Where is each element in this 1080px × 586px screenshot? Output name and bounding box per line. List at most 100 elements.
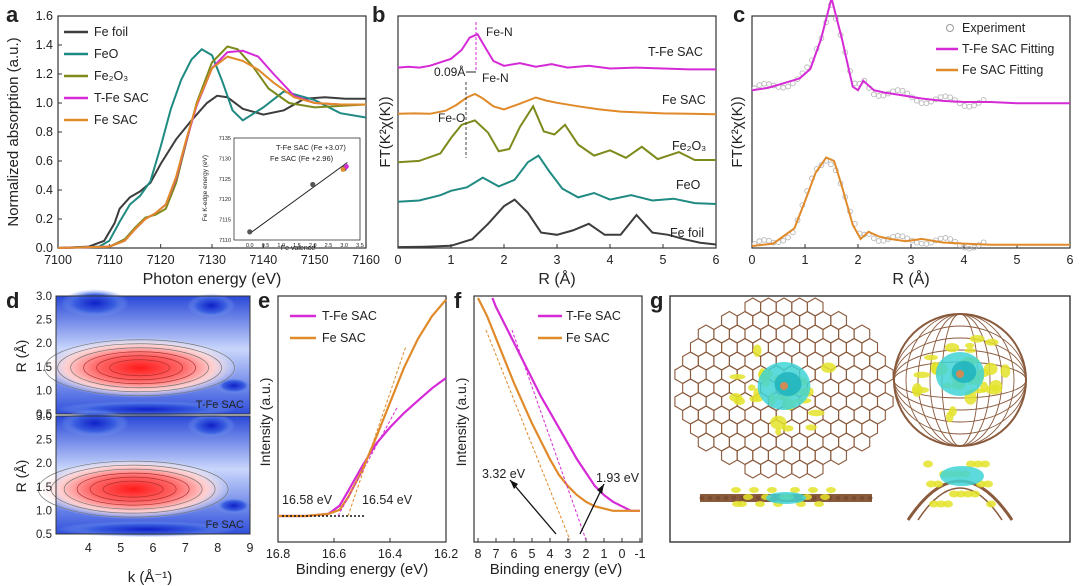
e-xtick-label: 16.6 <box>322 547 346 561</box>
b-xtick-label: 0 <box>395 253 402 267</box>
tangent-f-fesac <box>485 329 571 541</box>
c-experiment-point <box>947 94 954 101</box>
panel-d-ylabel-bottom: R (Å) <box>13 460 29 493</box>
carbon-ring <box>744 459 762 479</box>
label-fe2o3: Fe₂O₃ <box>672 139 706 153</box>
carbon-atom <box>707 495 713 501</box>
f-xtick-label: -1 <box>634 547 645 561</box>
charge-accumulation <box>775 427 782 436</box>
e-legend-label: T-Fe SAC <box>322 309 377 323</box>
inset-point <box>310 181 316 188</box>
annot-fe-n-fesac: Fe-N <box>482 71 509 85</box>
charge-accumulation <box>980 381 989 393</box>
c-experiment-point <box>971 102 977 109</box>
wavelet-contour <box>96 355 183 381</box>
carbon-atom <box>867 495 873 501</box>
charge-accumulation <box>729 374 746 380</box>
c-legend-label: Fe SAC Fitting <box>962 63 1043 77</box>
inset-fit-line <box>249 162 348 234</box>
a-line-FeO <box>57 48 367 249</box>
wavelet-label: T-Fe SAC <box>196 399 244 411</box>
charge-accumulation <box>945 411 954 423</box>
wavelet-contour <box>50 464 216 514</box>
wavelet-cold-spot <box>60 289 129 318</box>
wavelet-label: Fe SAC <box>205 519 244 531</box>
b-line-Fe₂O₃ <box>397 104 716 164</box>
panel-c-exafs-fit: 0 1 2 3 4 5 6 Experiment T-Fe SAC Fitting Fe SAC… <box>729 0 1074 288</box>
c-experiment-point <box>766 81 772 88</box>
panel-a-xanes: 0.0 0.2 0.4 0.6 0.8 1.0 1.2 1.4 1.6 7100 7110 7120… <box>5 9 380 288</box>
panel-f-frame <box>473 295 643 543</box>
wavelet-cold-spot <box>215 497 252 514</box>
charge-accumulation <box>943 500 953 508</box>
carbon-atom <box>811 495 817 501</box>
wavelet-contour <box>89 476 177 502</box>
panel-g-frame <box>669 295 1071 543</box>
charge-accumulation <box>755 501 765 507</box>
panel-a-legend: Fe foil FeO Fe₂O₃ T-Fe SAC Fe SAC <box>64 25 149 127</box>
inset-ytick-label: 7115 <box>219 218 231 224</box>
wavelet-contour <box>109 359 170 377</box>
d-ytick-label: 1.5 <box>36 362 52 374</box>
d-xtick-label: 5 <box>117 541 124 555</box>
c-experiment-point <box>942 235 949 241</box>
fe-atom <box>780 382 788 390</box>
c-experiment-point <box>899 87 906 94</box>
e-xtick-label: 16.8 <box>266 547 290 561</box>
charge-depletion <box>766 492 806 504</box>
c-xtick-label: 6 <box>1067 253 1074 267</box>
charge-accumulation <box>926 480 936 488</box>
f-xtick-label: 2 <box>583 547 590 561</box>
inset-label-fesac: Fe SAC (Fe +2.96) <box>270 154 334 163</box>
panel-c-xlabel: R (Å) <box>892 269 929 288</box>
b-line-Fe SAC <box>397 92 717 116</box>
charge-accumulation <box>749 487 759 493</box>
f-xtick-label: 8 <box>475 547 482 561</box>
curved-fullerene-model <box>893 313 1027 447</box>
panel-c-x-ticks: 0 1 2 3 4 5 6 <box>749 244 1074 267</box>
carbon-ring <box>760 459 777 479</box>
d-xtick-label: 7 <box>182 541 189 555</box>
panel-letter-g: g <box>650 288 663 313</box>
charge-accumulation <box>808 487 818 493</box>
c-xtick-label: 3 <box>908 253 915 267</box>
wavelet-cold-spot <box>56 521 237 538</box>
c-experiment-point <box>937 235 944 242</box>
wavelet-contour <box>37 460 229 518</box>
a-xtick-label: 7130 <box>198 253 226 267</box>
a-ytick-label: 0.6 <box>36 154 53 168</box>
annot-fe-o: Fe-O <box>438 111 465 125</box>
panel-f-x-ticks: 8 7 6 5 4 3 2 1 0 -1 <box>475 538 646 561</box>
b-xtick-label: 3 <box>554 253 561 267</box>
d-ytick-label: 2.5 <box>36 315 52 327</box>
f-legend-label: Fe SAC <box>566 331 610 345</box>
charge-accumulation <box>805 424 817 431</box>
d-ytick-label: 2.5 <box>36 435 52 447</box>
d-ytick-label: 1.0 <box>36 505 52 517</box>
c-experiment-point <box>923 241 930 247</box>
c-experiment-point <box>880 237 887 244</box>
panel-b-ft-exafs: 0 1 2 3 4 5 6 T-Fe SAC Fe SAC Fe₂O₃ FeO Fe foi… <box>377 15 720 288</box>
c-experiment-point <box>937 94 944 100</box>
f-line-T-Fe SAC <box>491 297 640 512</box>
f-xtick-label: 7 <box>493 547 500 561</box>
charge-depletion-core <box>951 361 977 383</box>
a-ytick-label: 0.4 <box>36 183 53 197</box>
charge-accumulation <box>770 415 787 430</box>
charge-accumulation <box>923 460 933 468</box>
wavelet-cold-spot <box>187 293 236 318</box>
annot-f-tfe: 1.93 eV <box>596 471 640 485</box>
panel-f-ups-valence: 8 7 6 5 4 3 2 1 0 -1 T-Fe SAC Fe SAC 3.32 eV 1.93 … <box>453 295 646 578</box>
panel-f-legend: T-Fe SAC Fe SAC <box>538 309 621 345</box>
inset-xtick-label: 2.5 <box>325 243 333 249</box>
panel-b-xlabel: R (Å) <box>538 269 575 288</box>
panel-letter-a: a <box>6 2 19 27</box>
wavelet-contour <box>57 343 222 393</box>
inset-sac-point <box>344 164 349 169</box>
panel-e-legend: T-Fe SAC Fe SAC <box>290 309 377 345</box>
c-experiment-point <box>947 236 954 242</box>
charge-accumulation <box>929 500 939 508</box>
d-xtick-label: 8 <box>214 541 221 555</box>
carbon-ring <box>697 432 715 452</box>
f-xtick-label: 4 <box>547 547 554 561</box>
